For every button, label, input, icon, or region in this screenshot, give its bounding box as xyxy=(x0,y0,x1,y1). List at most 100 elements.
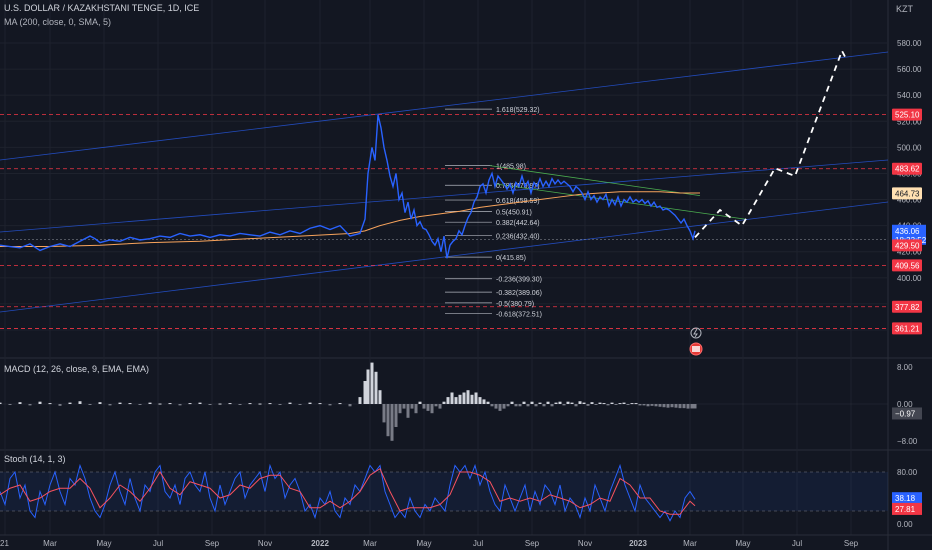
price-tick-label: 540.00 xyxy=(897,91,922,100)
macd-pane[interactable] xyxy=(0,362,888,441)
macd-histogram-bar xyxy=(78,401,82,404)
macd-histogram-bar xyxy=(638,404,642,406)
macd-value-text: −0.97 xyxy=(895,409,916,418)
macd-histogram-bar xyxy=(654,404,658,407)
macd-histogram-bar xyxy=(490,404,494,407)
trend-channel-line xyxy=(0,201,889,313)
macd-histogram-bar xyxy=(550,404,554,407)
macd-histogram-bar xyxy=(558,401,562,404)
macd-histogram-bar xyxy=(108,404,112,406)
fib-level-label: -0.382(389.06) xyxy=(496,290,542,297)
macd-histogram-bar xyxy=(258,403,262,405)
macd-histogram-bar xyxy=(248,403,252,405)
stoch-d-line xyxy=(0,468,696,515)
stoch-label: Stoch (14, 1, 3) xyxy=(4,454,66,464)
macd-histogram-bar xyxy=(674,404,678,408)
ma-legend[interactable]: MA (200, close, 0, SMA, 5) xyxy=(4,17,111,27)
stoch-tick-label: 0.00 xyxy=(897,520,913,529)
ma-value-badge xyxy=(892,187,922,200)
price-tick-label: 560.00 xyxy=(897,65,922,74)
macd-histogram-bar xyxy=(526,404,530,407)
macd-histogram-bar xyxy=(363,381,367,404)
time-tick-label: Mar xyxy=(43,539,57,548)
macd-histogram-bar xyxy=(318,403,322,405)
macd-histogram-bar xyxy=(390,404,394,441)
macd-histogram-bar xyxy=(618,403,622,405)
lightning-icon xyxy=(693,328,698,338)
wedge-upper-line xyxy=(489,165,701,197)
macd-histogram-bar xyxy=(470,394,474,404)
trend-channel-line xyxy=(0,51,889,161)
macd-histogram-bar xyxy=(338,403,342,405)
macd-histogram-bar xyxy=(502,404,506,409)
current-price-text: 436.06 xyxy=(895,227,920,236)
fib-level-label: 1.618(529.32) xyxy=(496,107,540,114)
macd-histogram-bar xyxy=(58,404,62,406)
macd-histogram-bar xyxy=(650,404,654,406)
macd-histogram-bar xyxy=(228,403,232,405)
macd-histogram-bar xyxy=(68,402,72,404)
macd-histogram-bar xyxy=(574,404,578,407)
trend-channel-line xyxy=(0,159,889,233)
stoch-k-badge xyxy=(892,492,922,505)
flag-event-icon xyxy=(692,346,700,352)
macd-legend[interactable]: MACD (12, 26, close, 9, EMA, EMA) xyxy=(4,364,149,374)
ma-label: MA (200, close, 0, SMA, 5) xyxy=(4,17,112,27)
fib-level-label: -0.5(380.79) xyxy=(496,301,534,308)
macd-tick-label: −8.00 xyxy=(897,437,918,446)
red-level-badge-text: 483.62 xyxy=(895,165,920,174)
macd-histogram-bar xyxy=(693,404,697,409)
price-tick-label: 400.00 xyxy=(897,274,922,283)
time-axis[interactable]: 21 Mar May Jul Sep Nov 2022 Mar May Jul Sep Nov 2023… xyxy=(0,534,932,548)
macd-histogram-bar xyxy=(686,404,690,409)
macd-histogram-bar xyxy=(208,404,212,405)
macd-histogram-bar xyxy=(678,404,682,409)
macd-histogram-bar xyxy=(554,402,558,404)
macd-histogram-bar xyxy=(308,402,312,404)
time-tick-label: Nov xyxy=(258,539,272,548)
stoch-k-text: 38.18 xyxy=(895,494,916,503)
macd-histogram-bar xyxy=(510,401,514,404)
stoch-d-text: 27.81 xyxy=(895,505,916,514)
fib-level-label: -0.618(372.51) xyxy=(496,312,542,319)
macd-histogram-bar xyxy=(570,402,574,404)
macd-histogram-bar xyxy=(406,404,410,418)
macd-histogram-bar xyxy=(658,404,662,407)
macd-histogram-bar xyxy=(530,401,534,404)
stoch-pane[interactable] xyxy=(0,463,888,522)
red-level-badge xyxy=(892,322,922,335)
macd-histogram-bar xyxy=(374,371,378,404)
ma-line xyxy=(0,191,700,248)
ma-value-badge-text: 464.73 xyxy=(895,189,920,198)
fib-level-label: 0.236(432.40) xyxy=(496,234,540,241)
macd-histogram-bar xyxy=(626,404,630,405)
price-tick-label: 520.00 xyxy=(897,117,922,126)
macd-histogram-bar xyxy=(278,404,282,405)
time-tick-label: 2022 xyxy=(311,539,329,548)
stoch-legend[interactable]: Stoch (14, 1, 3) xyxy=(4,454,66,464)
time-tick-label: Jul xyxy=(473,539,483,548)
macd-histogram-bar xyxy=(482,399,486,404)
macd-histogram-bar xyxy=(148,402,152,404)
macd-histogram-bar xyxy=(168,403,172,405)
macd-histogram-bar xyxy=(450,392,454,404)
macd-histogram-bar xyxy=(218,403,222,405)
macd-histogram-bar xyxy=(542,404,546,407)
macd-histogram-bar xyxy=(642,404,646,406)
macd-histogram-bar xyxy=(454,397,458,404)
symbol-legend[interactable]: U.S. DOLLAR / KAZAKHSTANI TENGE, 1D, ICE xyxy=(4,3,199,13)
macd-histogram-bar xyxy=(634,403,638,405)
macd-histogram-bar xyxy=(378,390,382,404)
red-level-badge xyxy=(892,259,922,272)
macd-tick-label: 0.00 xyxy=(897,400,913,409)
main-pane[interactable]: 1.618(529.32)1(485.98)0.786(470.97)0.618… xyxy=(0,48,889,356)
macd-histogram-bar xyxy=(358,397,362,404)
macd-histogram-bar xyxy=(474,392,478,404)
stoch-tick-label: 80.00 xyxy=(897,468,918,477)
macd-histogram-bar xyxy=(518,404,522,407)
price-badges: 525.10 483.62 409.56 377.82 361.21 464.73 436.… xyxy=(892,108,927,515)
stoch-d-badge xyxy=(892,502,922,515)
fib-level-label: 1(485.98) xyxy=(496,164,526,171)
